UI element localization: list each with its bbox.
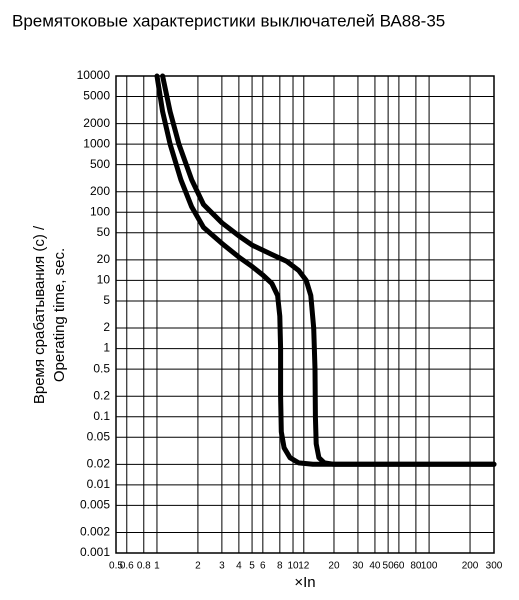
y-tick-label: 1 [103,341,110,355]
x-tick-label: 40 [369,561,381,572]
x-tick-label: 3 [219,561,225,572]
x-axis-label: ×In [294,574,315,591]
y-tick-label: 0.1 [93,409,110,423]
y-tick-label: 50 [97,225,111,239]
y-tick-label: 0.002 [80,525,110,539]
x-tick-label: 100 [421,561,438,572]
x-tick-label: 4 [236,561,242,572]
curve [160,73,497,467]
y-axis-label: Operating time, sec. [51,248,68,382]
y-tick-label: 0.005 [80,498,110,512]
x-tick-label: 6 [260,561,266,572]
y-tick-label: 20 [97,252,111,266]
y-tick-label: 1000 [83,136,110,150]
y-tick-label: 2000 [83,116,110,130]
x-tick-label: 60 [393,561,405,572]
x-tick-label: 80 [410,561,422,572]
y-tick-label: 100 [90,204,110,218]
y-tick-label: 5000 [83,89,110,103]
x-tick-label: 2 [195,561,201,572]
y-tick-label: 0.5 [93,361,110,375]
x-tick-label: 0.5 [109,561,123,572]
y-tick-label: 5 [103,293,110,307]
y-tick-label: 0.05 [87,429,111,443]
x-tick-label: 5 [249,561,255,572]
x-tick-label: 200 [462,561,479,572]
curve [154,73,497,467]
x-tick-label: 12 [298,561,310,572]
x-tick-label: 0.6 [120,561,134,572]
x-tick-label: 20 [328,561,340,572]
y-axis-label: Время срабатывания (с) / [31,225,48,404]
x-tick-label: 0.8 [137,561,151,572]
y-tick-label: 200 [90,184,110,198]
y-tick-label: 0.001 [80,545,110,559]
y-tick-label: 10000 [77,68,111,82]
x-tick-label: 1 [154,561,160,572]
y-tick-label: 0.02 [87,457,111,471]
y-tick-label: 0.01 [87,477,111,491]
x-tick-label: 10 [287,561,299,572]
x-tick-label: 300 [486,561,503,572]
x-tick-label: 30 [352,561,364,572]
plot-frame [115,75,495,554]
chart-title: Времятоковые характеристики выключателей… [12,11,445,30]
y-tick-label: 500 [90,157,110,171]
x-tick-label: 8 [277,561,283,572]
x-tick-label: 50 [383,561,395,572]
y-tick-label: 10 [97,273,111,287]
y-tick-label: 2 [103,320,110,334]
y-tick-label: 0.2 [93,388,110,402]
